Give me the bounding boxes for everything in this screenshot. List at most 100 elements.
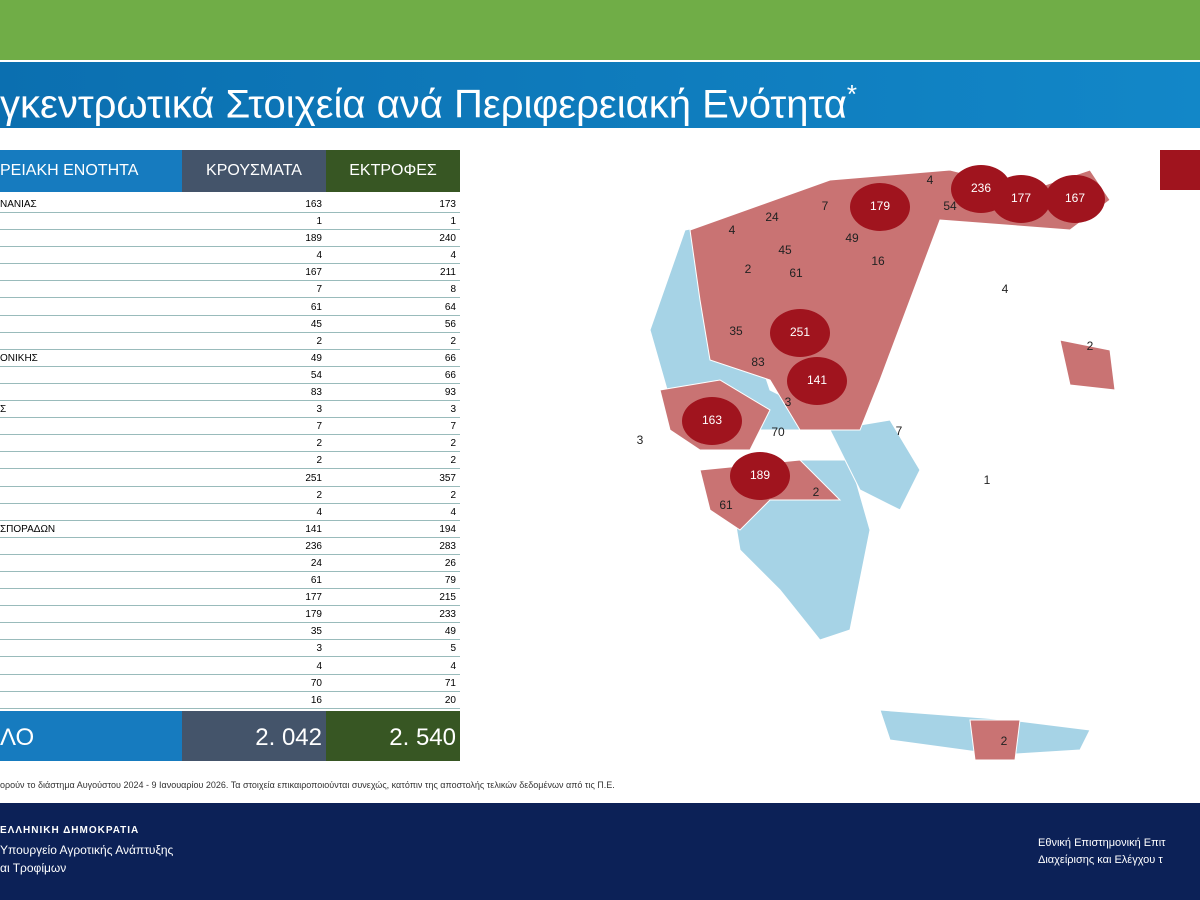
table-cell: 93: [326, 384, 460, 402]
footer-text: Διαχείρισης και Ελέγχου τ: [1038, 854, 1163, 866]
map-label: 83: [751, 355, 765, 369]
table-cell: 233: [326, 606, 460, 624]
table-cell: 283: [326, 538, 460, 555]
table-cell: [0, 316, 182, 333]
table-row: ΣΠΟΡΑΔΩΝ 141 194: [0, 521, 460, 538]
table-cell: 4: [326, 247, 460, 265]
table-row: 251 357: [0, 470, 460, 487]
table-cell: 215: [326, 589, 460, 607]
map-label: 2: [813, 485, 820, 499]
region-high: [682, 397, 742, 445]
table-cell: 71: [326, 675, 460, 692]
table-cell: 83: [182, 384, 326, 402]
map-label: 251: [790, 325, 810, 339]
map-label: 2: [745, 262, 752, 276]
table-row: 177 215: [0, 589, 460, 607]
table-cell: [0, 418, 182, 436]
map-label: 3: [637, 433, 644, 447]
footer-text: Εθνική Επιστημονική Επιτ: [1038, 837, 1166, 849]
total-label: ΛΟ: [0, 711, 182, 761]
table-cell: 179: [182, 606, 326, 624]
table-row: 24 26: [0, 555, 460, 572]
table-cell: 2: [326, 487, 460, 504]
col-header: ΕΚΤΡΟΦΕΣ: [326, 150, 460, 192]
map-label: 2: [1087, 339, 1094, 353]
table-row: 45 56: [0, 316, 460, 333]
table-cell: [0, 623, 182, 641]
table-cell: 4: [326, 658, 460, 675]
table-cell: [0, 606, 182, 624]
table-cell: 8: [326, 281, 460, 299]
table-cell: 66: [326, 350, 460, 367]
table-cell: 35: [182, 623, 326, 641]
map-label: 7: [822, 199, 829, 213]
table-row: 61 64: [0, 299, 460, 316]
map-label: 179: [870, 199, 890, 213]
map-label: 61: [789, 266, 803, 280]
map-label: 3: [785, 395, 792, 409]
table-cell: 1: [182, 213, 326, 231]
map-label: 4: [1002, 282, 1009, 296]
table-cell: 3: [182, 640, 326, 658]
table-cell: 49: [182, 350, 326, 367]
island: [1059, 339, 1116, 391]
table-cell: Σ: [0, 401, 182, 419]
table-row: ΝΑΝΙΑΣ 163 173: [0, 196, 460, 213]
table-cell: ΝΑΝΙΑΣ: [0, 196, 182, 213]
table-cell: [0, 384, 182, 402]
map-label: 163: [702, 413, 722, 427]
map-label: 24: [765, 210, 779, 224]
map-label: 16: [871, 254, 885, 268]
region-crete-e: [969, 719, 1021, 761]
table-cell: 61: [182, 572, 326, 590]
region-high: [1045, 175, 1105, 223]
table-cell: [0, 299, 182, 316]
footnote: ορούν το διάστημα Αυγούστου 2024 - 9 Ιαν…: [0, 780, 615, 790]
table-cell: 163: [182, 196, 326, 213]
top-bar: [0, 0, 1200, 60]
col-header: ΡΕΙΑΚΗ ΕΝΟΤΗΤΑ: [0, 150, 182, 192]
table-cell: [0, 247, 182, 265]
map-label: 61: [719, 498, 733, 512]
table-row: 70 71: [0, 675, 460, 692]
table-cell: 251: [182, 470, 326, 487]
map-label: 141: [807, 373, 827, 387]
table-cell: 54: [182, 367, 326, 384]
table-cell: 2: [182, 487, 326, 504]
table-cell: 177: [182, 589, 326, 607]
table-cell: 2: [326, 452, 460, 470]
title-bar: γκεντρωτικά Στοιχεία ανά Περιφερειακή Εν…: [0, 62, 1200, 128]
table-row: 236 283: [0, 538, 460, 555]
table-cell: [0, 538, 182, 555]
map-label: 2: [1001, 734, 1008, 748]
table-cell: [0, 504, 182, 521]
table-cell: [0, 264, 182, 282]
table-row: 179 233: [0, 606, 460, 624]
region-high: [991, 175, 1051, 223]
map-label: 189: [750, 468, 770, 482]
table-cell: ΟΝΙΚΗΣ: [0, 350, 182, 367]
table-cell: [0, 640, 182, 658]
table-cell: 2: [326, 333, 460, 350]
table-cell: 16: [182, 692, 326, 709]
table-cell: 2: [182, 333, 326, 350]
table-cell: [0, 230, 182, 248]
footer-text: αι Τροφίμων: [0, 861, 67, 875]
table-cell: 7: [182, 418, 326, 436]
region-high: [770, 309, 830, 357]
table-cell: 66: [326, 367, 460, 384]
table-row: 16 20: [0, 692, 460, 709]
table-cell: 240: [326, 230, 460, 248]
table-cell: [0, 367, 182, 384]
region-high: [850, 183, 910, 231]
map-label: 49: [845, 231, 859, 245]
table-cell: 3: [182, 401, 326, 419]
table-row: 83 93: [0, 384, 460, 402]
